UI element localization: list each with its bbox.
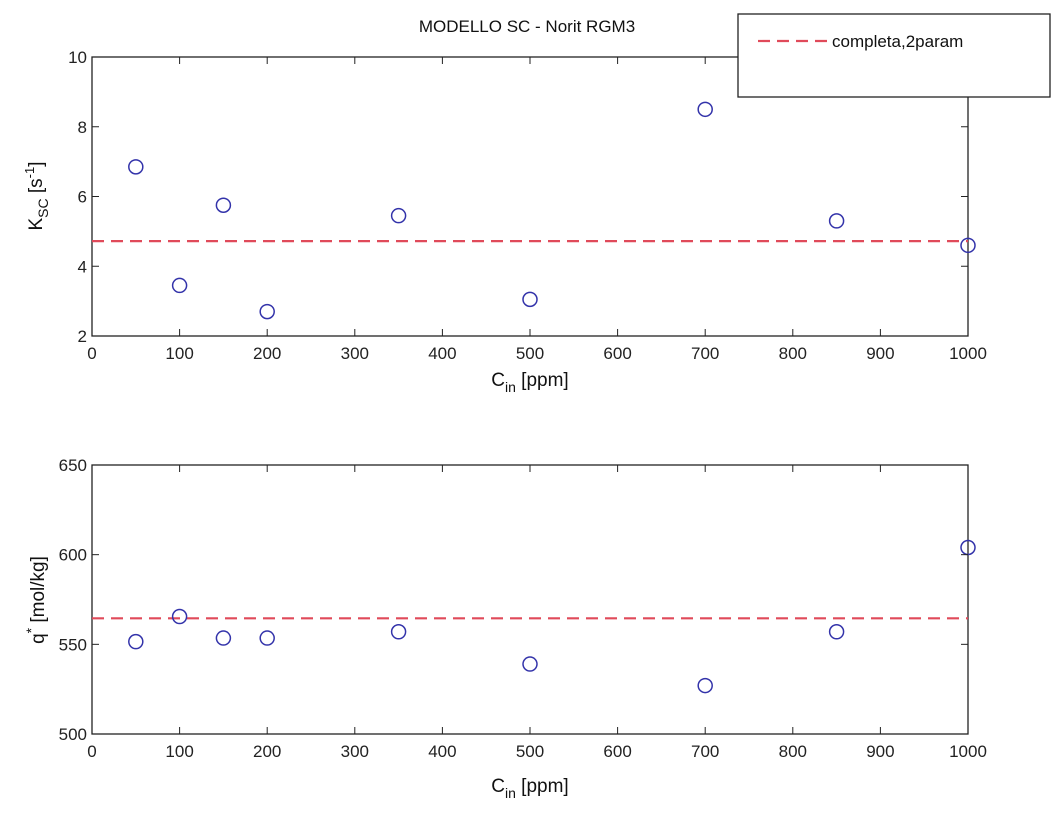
top-y-tick-label: 6 [78, 188, 87, 207]
bottom-x-tick-label: 900 [866, 742, 894, 761]
bottom-data-point [171, 608, 188, 625]
top-marks [92, 101, 976, 320]
bottom-y-tick-label: 500 [59, 725, 87, 744]
top-data-point [390, 207, 407, 224]
top-x-tick-label: 300 [341, 344, 369, 363]
top-y-tick-label: 10 [68, 48, 87, 67]
bottom-data-point [215, 630, 232, 646]
top-x-tick-label: 500 [516, 344, 544, 363]
top-x-tick-label: 200 [253, 344, 281, 363]
bottom-x-tick-label: 400 [428, 742, 456, 761]
top-data-point [828, 213, 845, 229]
bottom-x-tick-label: 600 [603, 742, 631, 761]
bottom-panel: 0 100 200 300 400 500 600 700 800 900 1000 500 550 6… [23, 456, 987, 801]
top-x-tick-label: 100 [165, 344, 193, 363]
bottom-x-tick-label: 1000 [949, 742, 987, 761]
top-y-tick-label: 4 [78, 257, 87, 276]
top-y-ticks: 2 4 6 8 10 [68, 48, 968, 346]
top-x-ticks: 0 100 200 300 400 500 600 700 800 900 1000 [87, 57, 987, 363]
top-data-point [215, 197, 232, 213]
bottom-data-point [697, 677, 713, 694]
top-x-axis-label: Cin [ppm] [491, 370, 568, 395]
legend: completa,2param [737, 13, 1051, 98]
bottom-x-tick-label: 800 [779, 742, 807, 761]
legend-box [737, 13, 1051, 98]
bottom-x-tick-label: 300 [341, 742, 369, 761]
top-panel: MODELLO SC - Norit RGM3 0 100 200 300 400 500… [22, 13, 1051, 395]
bottom-x-tick-label: 700 [691, 742, 719, 761]
top-y-tick-label: 8 [78, 118, 87, 137]
bottom-x-tick-label: 200 [253, 742, 281, 761]
top-data-point [128, 159, 144, 175]
bottom-y-axis-label: q* [mol/kg] [23, 556, 49, 644]
top-data-point [171, 277, 188, 294]
bottom-data-point [259, 630, 275, 646]
bottom-y-tick-label: 600 [59, 546, 87, 565]
bottom-x-ticks: 0 100 200 300 400 500 600 700 800 900 1000 [87, 465, 987, 761]
top-data-point [697, 101, 713, 118]
bottom-data-point [390, 624, 407, 640]
top-x-tick-label: 600 [603, 344, 631, 363]
bottom-x-tick-label: 0 [87, 742, 96, 761]
top-y-tick-label: 2 [78, 327, 87, 346]
top-y-axis-label: KSC [s-1] [22, 161, 51, 230]
bottom-y-tick-label: 550 [59, 635, 87, 654]
bottom-data-point [128, 633, 144, 650]
top-x-tick-label: 400 [428, 344, 456, 363]
top-data-point [522, 291, 538, 308]
top-x-tick-label: 0 [87, 344, 96, 363]
top-x-tick-label: 900 [866, 344, 894, 363]
bottom-x-tick-label: 500 [516, 742, 544, 761]
top-x-tick-label: 1000 [949, 344, 987, 363]
top-x-tick-label: 700 [691, 344, 719, 363]
bottom-marks [92, 539, 976, 694]
top-x-tick-label: 800 [779, 344, 807, 363]
bottom-data-point [828, 624, 845, 640]
bottom-plot-area [91, 464, 969, 735]
bottom-x-axis-label: Cin [ppm] [491, 776, 568, 801]
legend-entry: completa,2param [832, 32, 963, 51]
bottom-x-tick-label: 100 [165, 742, 193, 761]
bottom-y-ticks: 500 550 600 650 [59, 456, 968, 744]
top-plot-area [91, 56, 969, 337]
bottom-y-tick-label: 650 [59, 456, 87, 475]
top-data-point [259, 303, 275, 320]
chart-title: MODELLO SC - Norit RGM3 [419, 17, 635, 36]
bottom-data-point [522, 656, 538, 672]
top-data-point [960, 237, 976, 254]
